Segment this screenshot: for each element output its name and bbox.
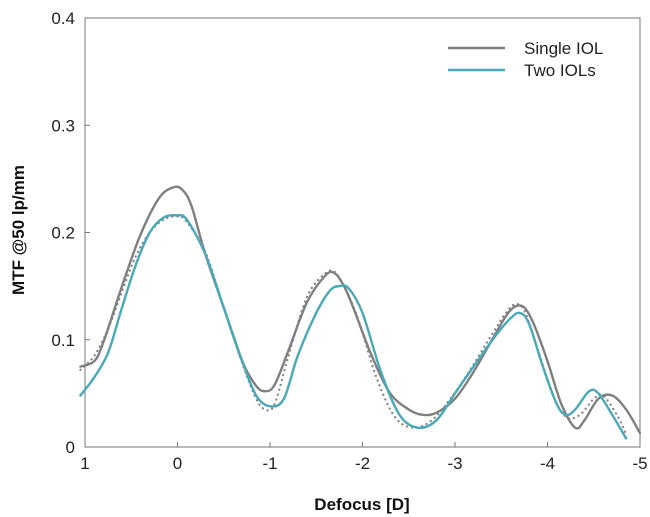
y-tick-label: 0.2 <box>51 224 75 243</box>
series-line-two-iols <box>79 213 628 440</box>
x-axis-ticks: 1 0 -1 -2 -3 -4 -5 <box>80 442 648 473</box>
plot-frame <box>84 17 641 448</box>
series-line-single-iol <box>79 185 642 435</box>
legend-label: Two IOLs <box>524 61 596 80</box>
legend: Single IOL Two IOLs <box>448 39 603 80</box>
series-lines <box>79 185 642 440</box>
y-axis-label: MTF @50 lp/mm <box>9 165 28 295</box>
y-axis-ticks: 0 0.1 0.2 0.3 0.4 <box>51 9 90 457</box>
x-tick-label: 1 <box>80 454 89 473</box>
x-tick-label: -1 <box>262 454 277 473</box>
x-tick-label: -5 <box>632 454 647 473</box>
y-tick-label: 0.1 <box>51 331 75 350</box>
y-tick-label: 0.3 <box>51 116 75 135</box>
series-line-dotted <box>79 215 628 436</box>
legend-label: Single IOL <box>524 39 603 58</box>
x-tick-label: 0 <box>173 454 182 473</box>
x-tick-label: -4 <box>540 454 555 473</box>
y-tick-label: 0.4 <box>51 9 75 28</box>
x-tick-label: -3 <box>447 454 462 473</box>
plot-border <box>84 17 641 448</box>
x-tick-label: -2 <box>355 454 370 473</box>
y-tick-label: 0 <box>66 438 75 457</box>
x-axis-label: Defocus [D] <box>314 495 409 514</box>
